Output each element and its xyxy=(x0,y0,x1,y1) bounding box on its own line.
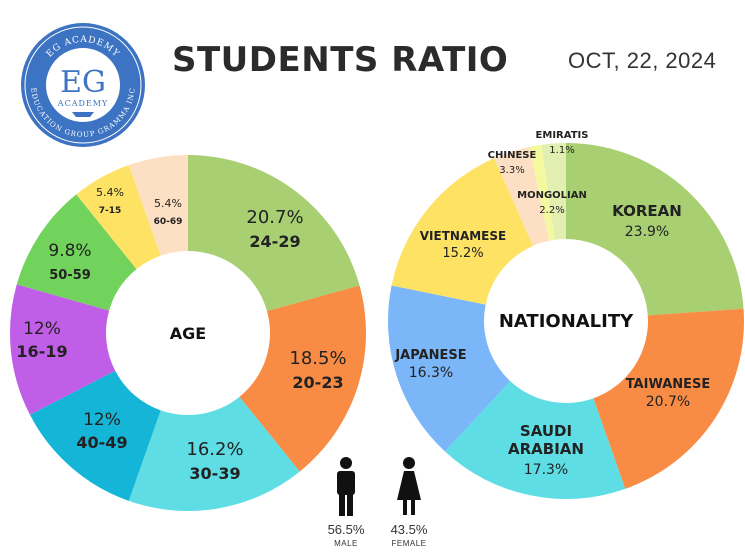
value-label: 9.8% xyxy=(48,241,91,261)
slice-label-vietnamese: VIETNAMESE 15.2% xyxy=(420,229,506,261)
slice-label-taiwanese: TAIWANESE 20.7% xyxy=(626,377,711,410)
category-label: JAPANESE xyxy=(394,348,466,363)
category-label: ARABIAN xyxy=(508,440,584,458)
slice-40-49 xyxy=(29,370,161,501)
category-label: KOREAN xyxy=(612,202,682,220)
category-label: 16-19 xyxy=(16,342,67,361)
slice-chinese xyxy=(494,146,550,246)
value-label: 20.7% xyxy=(646,394,690,410)
age-donut-chart: 20.7%24-2918.5%20-2316.2%30-3912%40-4912… xyxy=(10,155,366,511)
female-icon xyxy=(397,457,421,515)
logo-sub-text: ACADEMY xyxy=(57,99,108,108)
category-label: SAUDI xyxy=(520,422,572,440)
slice-label-mongolian: MONGOLIAN 2.2% xyxy=(517,190,587,216)
slice-20-23 xyxy=(239,285,366,472)
center-label: AGE xyxy=(170,324,206,343)
center-label: NATIONALITY xyxy=(499,311,634,332)
eg-academy-logo: EG ACADEMY EDUCATION GROUP GRAMMA INC EG… xyxy=(21,23,145,147)
category-label: CHINESE xyxy=(488,150,537,161)
slice-label-chinese: CHINESE 3.3% xyxy=(488,150,537,176)
value-label: 16.2% xyxy=(186,439,243,460)
value-label: 17.3% xyxy=(524,462,568,478)
female-percentage: 43.5% xyxy=(390,522,428,537)
value-label: 5.4% xyxy=(96,186,124,199)
value-label: 15.2% xyxy=(442,246,483,261)
value-label: 20.7% xyxy=(246,207,303,228)
slice-label-japanese: JAPANESE 16.3% xyxy=(394,348,466,381)
slice-label-60-69: 5.4% 60-69 xyxy=(154,197,183,227)
report-date: OCT, 22, 2024 xyxy=(568,48,717,73)
category-label: 30-39 xyxy=(189,464,240,483)
value-label: 23.9% xyxy=(625,224,669,240)
slice-taiwanese xyxy=(593,308,744,489)
page-title: STUDENTS RATIO xyxy=(172,40,509,80)
slice-emiratis xyxy=(529,144,555,241)
value-label: 12% xyxy=(23,319,61,339)
slice-label-7-15: 5.4% 7-15 xyxy=(96,186,124,216)
slice-label-20-23: 18.5% 20-23 xyxy=(289,348,346,392)
category-label: TAIWANESE xyxy=(626,377,711,392)
slice-7-15 xyxy=(76,165,161,270)
category-label: 7-15 xyxy=(99,206,122,216)
slice-label-30-39: 16.2% 30-39 xyxy=(186,439,243,483)
slice-label-16-19: 12% 16-19 xyxy=(16,319,67,361)
value-label: 3.3% xyxy=(499,165,524,176)
value-label: 2.2% xyxy=(539,205,564,216)
slice-label-24-29: 20.7% 24-29 xyxy=(246,207,303,251)
male-percentage: 56.5% xyxy=(327,522,365,537)
slice-saudi-arabian xyxy=(444,381,626,500)
value-label: 16.3% xyxy=(409,365,453,381)
value-label: 5.4% xyxy=(154,197,182,210)
category-label: EMIRATIS xyxy=(536,130,589,141)
category-label: MONGOLIAN xyxy=(517,190,587,201)
slice-16-19 xyxy=(10,284,116,415)
slice-vietnamese xyxy=(391,158,533,305)
logo-monogram: EG xyxy=(60,65,106,100)
male-icon xyxy=(337,457,355,516)
slice-50-59 xyxy=(16,194,137,311)
value-label: 12% xyxy=(83,410,121,430)
male-label: MALE xyxy=(334,539,358,548)
slice-30-39 xyxy=(128,396,300,511)
value-label: 1.1% xyxy=(549,145,574,156)
slice-korean xyxy=(566,143,744,316)
category-label: 50-59 xyxy=(49,268,91,283)
slice-label-40-49: 12% 40-49 xyxy=(76,410,127,452)
value-label: 18.5% xyxy=(289,348,346,369)
category-label: 40-49 xyxy=(76,433,127,452)
slice-japanese xyxy=(388,285,511,452)
female-label: FEMALE xyxy=(391,539,427,548)
ship-icon xyxy=(72,112,94,117)
slice-mongolian xyxy=(541,143,566,240)
category-label: 24-29 xyxy=(249,232,300,251)
slice-60-69 xyxy=(128,155,188,256)
category-label: 20-23 xyxy=(292,373,343,392)
slice-label-emiratis: EMIRATIS 1.1% xyxy=(536,130,589,156)
category-label: VIETNAMESE xyxy=(420,229,506,243)
slice-label-50-59: 9.8% 50-59 xyxy=(48,241,91,283)
slice-label-korean: KOREAN 23.9% xyxy=(612,202,682,240)
category-label: 60-69 xyxy=(154,217,183,227)
slice-24-29 xyxy=(188,155,360,312)
